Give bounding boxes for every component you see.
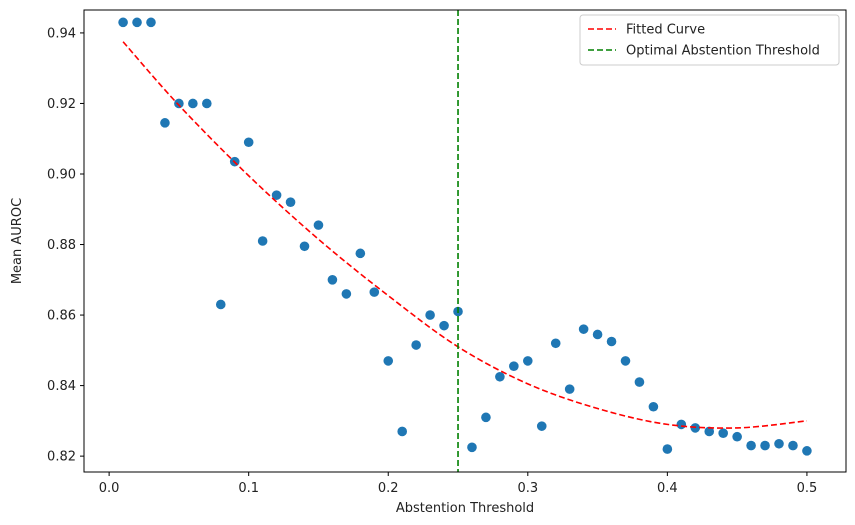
data-point bbox=[704, 426, 715, 437]
data-point bbox=[313, 220, 324, 230]
y-tick-label: 0.84 bbox=[47, 379, 76, 394]
data-point bbox=[774, 438, 784, 449]
fitted-curve-line bbox=[122, 41, 808, 429]
data-point bbox=[578, 324, 589, 334]
data-point bbox=[788, 440, 798, 451]
x-tick-label: 0.0 bbox=[99, 481, 120, 496]
data-point bbox=[188, 98, 198, 109]
x-axis: 0.0 0.1 0.2 0.3 0.4 0.5 bbox=[99, 472, 817, 496]
data-point bbox=[662, 444, 673, 454]
data-point bbox=[467, 442, 477, 453]
data-point bbox=[146, 17, 156, 28]
data-point bbox=[495, 371, 505, 382]
x-axis-label: Abstention Threshold bbox=[396, 501, 534, 516]
data-point bbox=[564, 384, 575, 394]
x-tick-label: 0.1 bbox=[238, 481, 259, 496]
data-point bbox=[648, 401, 659, 412]
data-point bbox=[299, 241, 310, 252]
data-point bbox=[215, 299, 226, 310]
data-point bbox=[523, 356, 533, 366]
x-tick-label: 0.4 bbox=[657, 481, 678, 496]
data-point bbox=[285, 197, 296, 208]
data-point bbox=[132, 17, 142, 28]
data-point bbox=[481, 412, 491, 423]
data-point bbox=[355, 248, 366, 259]
x-tick-label: 0.5 bbox=[797, 481, 818, 496]
data-point bbox=[718, 428, 728, 439]
y-axis: 0.82 0.84 0.86 0.88 0.90 0.92 0.94 bbox=[47, 26, 84, 465]
data-point bbox=[760, 440, 770, 451]
data-point bbox=[732, 431, 742, 442]
data-point bbox=[439, 320, 449, 331]
data-point bbox=[160, 118, 170, 128]
data-point bbox=[327, 274, 338, 285]
data-point bbox=[676, 419, 687, 430]
data-point bbox=[202, 98, 212, 109]
data-point bbox=[620, 356, 631, 366]
data-point bbox=[118, 17, 128, 28]
data-point bbox=[341, 289, 352, 299]
data-point bbox=[634, 377, 645, 387]
y-tick-label: 0.94 bbox=[47, 26, 76, 41]
x-tick-label: 0.3 bbox=[517, 481, 538, 496]
data-point bbox=[592, 329, 603, 340]
y-axis-label: Mean AUROC bbox=[10, 198, 25, 284]
data-point bbox=[606, 336, 617, 347]
fitted-curve-layer bbox=[122, 41, 808, 429]
data-point bbox=[509, 361, 519, 371]
x-tick-label: 0.2 bbox=[378, 481, 399, 496]
scatter-points bbox=[118, 17, 812, 456]
y-tick-label: 0.86 bbox=[47, 309, 76, 324]
data-point bbox=[550, 338, 561, 349]
data-point bbox=[369, 287, 380, 297]
y-tick-label: 0.82 bbox=[47, 450, 76, 465]
data-point bbox=[802, 446, 812, 456]
legend-fitted-curve-label: Fitted Curve bbox=[626, 23, 705, 38]
legend: Fitted Curve Optimal Abstention Threshol… bbox=[579, 14, 840, 66]
data-point bbox=[536, 421, 547, 431]
data-point bbox=[425, 310, 435, 320]
data-point bbox=[746, 440, 756, 451]
data-point bbox=[174, 98, 184, 109]
data-point bbox=[383, 356, 394, 366]
data-point bbox=[243, 137, 254, 148]
data-point bbox=[271, 190, 282, 200]
data-point bbox=[257, 236, 268, 246]
y-tick-label: 0.88 bbox=[47, 238, 76, 253]
y-tick-label: 0.92 bbox=[47, 97, 76, 112]
plot-frame bbox=[83, 9, 847, 473]
data-point bbox=[397, 426, 407, 437]
legend-box bbox=[579, 14, 840, 66]
y-tick-label: 0.90 bbox=[47, 167, 76, 182]
data-point bbox=[411, 340, 421, 350]
legend-threshold-label: Optimal Abstention Threshold bbox=[626, 44, 820, 59]
